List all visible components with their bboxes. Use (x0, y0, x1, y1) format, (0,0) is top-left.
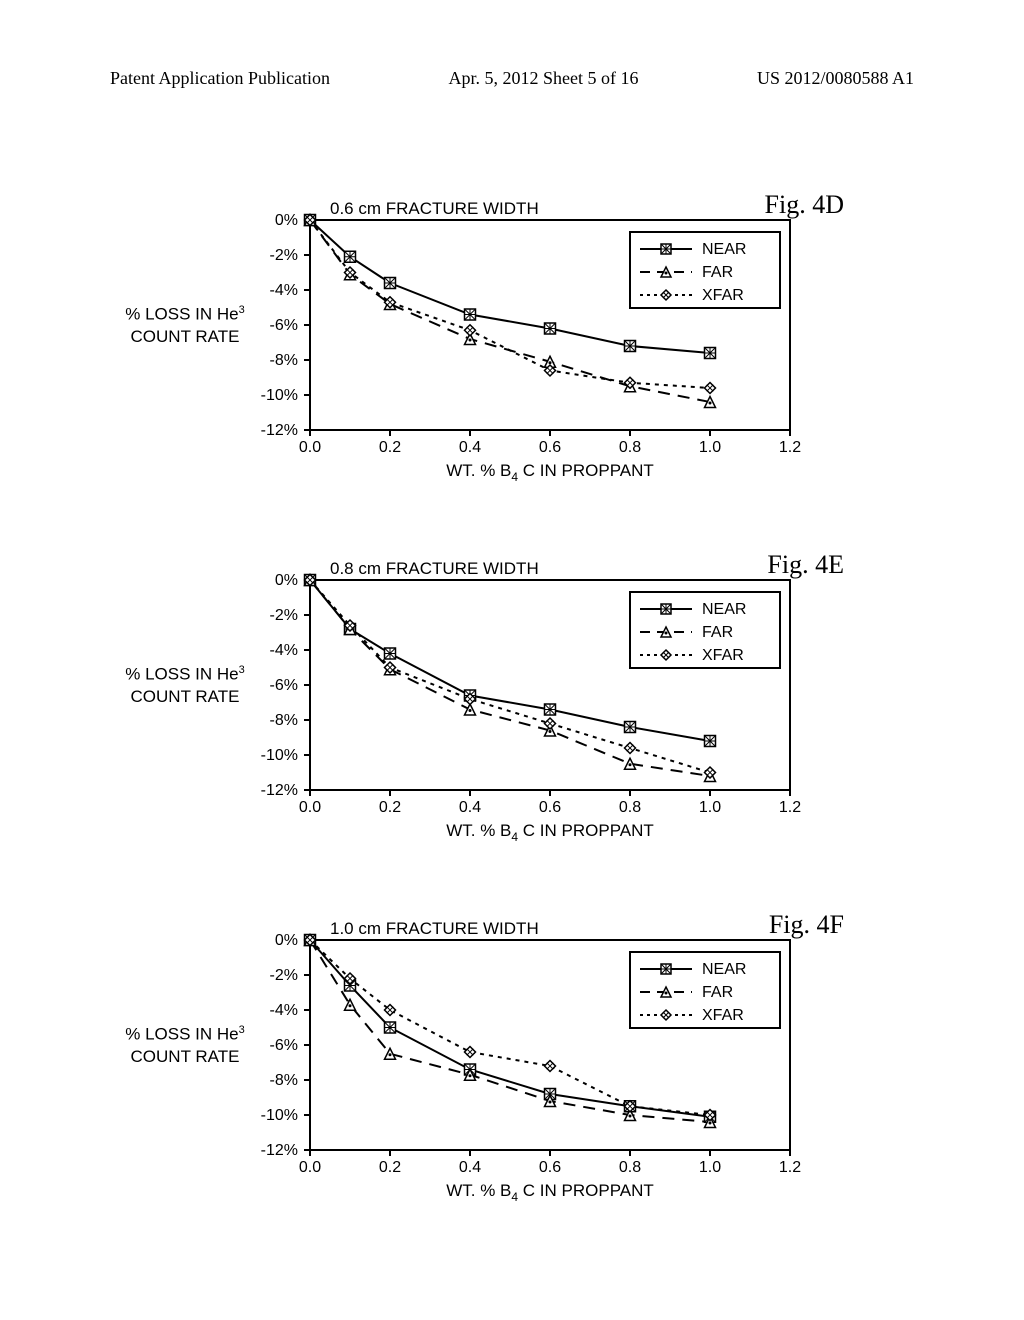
x-tick-label: 0.2 (379, 439, 401, 456)
legend-label: XFAR (702, 287, 744, 304)
chart-wrapper: Fig. 4E% LOSS IN He3COUNT RATE0%-2%-4%-6… (0, 540, 1024, 880)
chart-svg: 0% -2% -4% -6% -8% -10% -12%0.0 0.2 0.4 0.6 0.8 1.0… (0, 900, 1024, 1230)
y-tick-label: -12% (261, 782, 298, 799)
x-tick-label: 0.0 (299, 439, 321, 456)
legend-label: XFAR (702, 647, 744, 664)
chart-svg: 0% -2% -4% -6% -8% -10% -12%0.0 0.2 0.4 0.6 0.8 1.0… (0, 180, 1024, 510)
y-tick-label: 0% (275, 212, 298, 229)
legend-label: FAR (702, 624, 733, 641)
chart-title: 0.6 cm FRACTURE WIDTH (330, 199, 539, 218)
x-tick-label: 1.0 (699, 439, 721, 456)
x-tick-label: 0.4 (459, 799, 481, 816)
legend-label: XFAR (702, 1007, 744, 1024)
x-tick-label: 0.6 (539, 439, 561, 456)
y-tick-label: -8% (270, 352, 298, 369)
x-tick-label: 1.0 (699, 799, 721, 816)
x-tick-label: 0.4 (459, 1159, 481, 1176)
x-axis-label: WT. % B4 C IN PROPPANT (446, 1181, 654, 1204)
page-header: Patent Application Publication Apr. 5, 2… (110, 68, 914, 89)
x-tick-label: 0.0 (299, 799, 321, 816)
y-tick-label: -10% (261, 747, 298, 764)
x-tick-label: 0.8 (619, 1159, 641, 1176)
x-tick-label: 1.2 (779, 1159, 801, 1176)
y-tick-label: -4% (270, 642, 298, 659)
y-tick-label: -8% (270, 712, 298, 729)
y-tick-label: -6% (270, 317, 298, 334)
legend-label: NEAR (702, 241, 746, 258)
x-tick-label: 1.0 (699, 1159, 721, 1176)
y-tick-label: -4% (270, 1002, 298, 1019)
x-tick-label: 1.2 (779, 439, 801, 456)
y-tick-label: 0% (275, 932, 298, 949)
x-tick-label: 0.6 (539, 1159, 561, 1176)
x-tick-label: 0.6 (539, 799, 561, 816)
x-axis-label: WT. % B4 C IN PROPPANT (446, 821, 654, 844)
y-tick-label: -2% (270, 247, 298, 264)
header-right: US 2012/0080588 A1 (757, 68, 914, 89)
y-tick-label: -12% (261, 1142, 298, 1159)
x-tick-label: 0.0 (299, 1159, 321, 1176)
legend-label: NEAR (702, 601, 746, 618)
chart-svg: 0% -2% -4% -6% -8% -10% -12%0.0 0.2 0.4 0.6 0.8 1.0… (0, 540, 1024, 870)
x-tick-label: 0.8 (619, 439, 641, 456)
chart-wrapper: Fig. 4F% LOSS IN He3COUNT RATE0%-2%-4%-6… (0, 900, 1024, 1240)
charts-container: Fig. 4D% LOSS IN He3COUNT RATE0%-2%-4%-6… (0, 180, 1024, 1260)
x-tick-label: 0.2 (379, 799, 401, 816)
header-left: Patent Application Publication (110, 68, 330, 89)
y-tick-label: -6% (270, 1037, 298, 1054)
y-tick-label: -4% (270, 282, 298, 299)
x-tick-label: 0.8 (619, 799, 641, 816)
y-tick-label: 0% (275, 572, 298, 589)
legend-label: FAR (702, 984, 733, 1001)
chart-title: 0.8 cm FRACTURE WIDTH (330, 559, 539, 578)
legend-label: FAR (702, 264, 733, 281)
y-tick-label: -2% (270, 607, 298, 624)
chart-title: 1.0 cm FRACTURE WIDTH (330, 919, 539, 938)
header-center: Apr. 5, 2012 Sheet 5 of 16 (448, 68, 638, 89)
y-tick-label: -12% (261, 422, 298, 439)
x-tick-label: 0.2 (379, 1159, 401, 1176)
y-tick-label: -8% (270, 1072, 298, 1089)
legend-label: NEAR (702, 961, 746, 978)
x-tick-label: 0.4 (459, 439, 481, 456)
x-tick-label: 1.2 (779, 799, 801, 816)
y-tick-label: -2% (270, 967, 298, 984)
chart-wrapper: Fig. 4D% LOSS IN He3COUNT RATE0%-2%-4%-6… (0, 180, 1024, 520)
y-tick-label: -10% (261, 1107, 298, 1124)
y-tick-label: -6% (270, 677, 298, 694)
x-axis-label: WT. % B4 C IN PROPPANT (446, 461, 654, 484)
y-tick-label: -10% (261, 387, 298, 404)
